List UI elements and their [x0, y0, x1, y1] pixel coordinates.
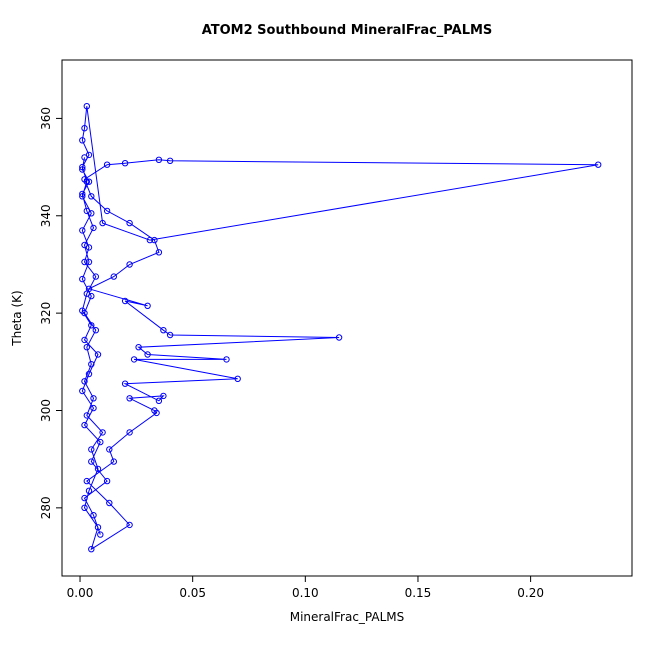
x-tick-label: 0.00: [67, 586, 94, 600]
data-point: [88, 458, 95, 465]
data-point: [151, 236, 158, 244]
data-point: [155, 249, 163, 256]
data-point: [146, 236, 154, 244]
series-line: [81, 106, 599, 551]
data-point: [103, 161, 111, 168]
data-point: [151, 407, 158, 414]
data-point: [81, 258, 88, 266]
data-point: [90, 395, 97, 402]
data-point: [81, 125, 88, 132]
data-point: [79, 137, 86, 144]
data-point: [79, 275, 86, 283]
data-point: [90, 512, 97, 519]
data-points: [79, 103, 602, 553]
data-point: [155, 156, 163, 164]
data-point: [79, 307, 86, 314]
x-tick-label: 0.15: [405, 586, 432, 600]
y-tick-label: 320: [39, 302, 53, 325]
data-point: [106, 446, 113, 453]
data-point: [88, 193, 95, 200]
data-point: [90, 224, 97, 232]
y-tick-label: 300: [39, 399, 53, 422]
data-point: [88, 361, 95, 368]
data-point: [88, 322, 95, 329]
data-point: [103, 477, 111, 485]
data-point: [85, 370, 93, 378]
data-point: [88, 546, 95, 553]
chart-title: ATOM2 Southbound MineralFrac_PALMS: [202, 23, 493, 38]
data-point: [94, 351, 102, 358]
data-point: [99, 429, 106, 436]
data-point: [144, 351, 151, 358]
data-point: [79, 227, 86, 234]
y-axis-label: Theta (K): [10, 290, 24, 346]
data-point: [126, 521, 133, 529]
data-point: [160, 392, 167, 400]
data-point: [126, 261, 133, 268]
data-point: [79, 166, 86, 173]
data-point: [92, 327, 100, 334]
data-point: [85, 151, 93, 159]
data-point: [81, 378, 88, 385]
data-point: [103, 207, 111, 215]
x-tick-label: 0.10: [292, 586, 319, 600]
data-point: [97, 531, 104, 538]
data-point: [97, 438, 104, 446]
data-point: [81, 336, 88, 344]
data-point: [79, 193, 86, 200]
data-point: [121, 160, 129, 167]
x-axis-label: MineralFrac_PALMS: [290, 610, 405, 624]
data-point: [166, 157, 174, 165]
data-point: [81, 504, 88, 511]
data-point: [79, 163, 86, 171]
data-point: [92, 273, 100, 280]
data-point: [110, 458, 118, 465]
data-point: [144, 302, 151, 309]
data-point: [94, 465, 102, 473]
data-point: [83, 103, 91, 110]
data-point: [126, 395, 133, 402]
data-point: [85, 258, 93, 266]
y-tick-label: 360: [39, 107, 53, 130]
data-point: [223, 356, 230, 363]
data-point: [121, 297, 129, 305]
y-tick-label: 280: [39, 496, 53, 519]
data-point: [85, 244, 93, 251]
data-point: [90, 404, 97, 412]
data-point: [595, 161, 602, 168]
data-point: [79, 387, 86, 395]
plot-box: [61, 59, 633, 577]
data-point: [155, 397, 163, 404]
data-point: [83, 412, 91, 419]
data-point: [83, 178, 91, 185]
data-point: [166, 331, 174, 339]
data-point: [83, 344, 91, 351]
data-point: [135, 344, 142, 351]
y-tick-label: 340: [39, 204, 53, 227]
data-point: [234, 375, 241, 382]
data-point: [85, 487, 93, 494]
x-tick-label: 0.05: [179, 586, 206, 600]
data-point: [121, 380, 129, 387]
data-point: [126, 429, 133, 436]
x-tick-label: 0.20: [517, 586, 544, 600]
data-point: [335, 334, 343, 341]
data-point: [94, 524, 102, 531]
data-point: [126, 219, 133, 227]
data-point: [83, 477, 91, 485]
data-point: [88, 446, 95, 453]
data-point: [106, 499, 113, 507]
data-point: [81, 494, 88, 502]
data-point: [110, 273, 118, 280]
data-point: [160, 327, 167, 334]
data-point: [99, 219, 106, 227]
data-point: [81, 421, 88, 429]
data-point: [88, 210, 95, 217]
data-point: [83, 290, 91, 297]
data-point: [79, 190, 86, 198]
data-point: [130, 356, 138, 363]
